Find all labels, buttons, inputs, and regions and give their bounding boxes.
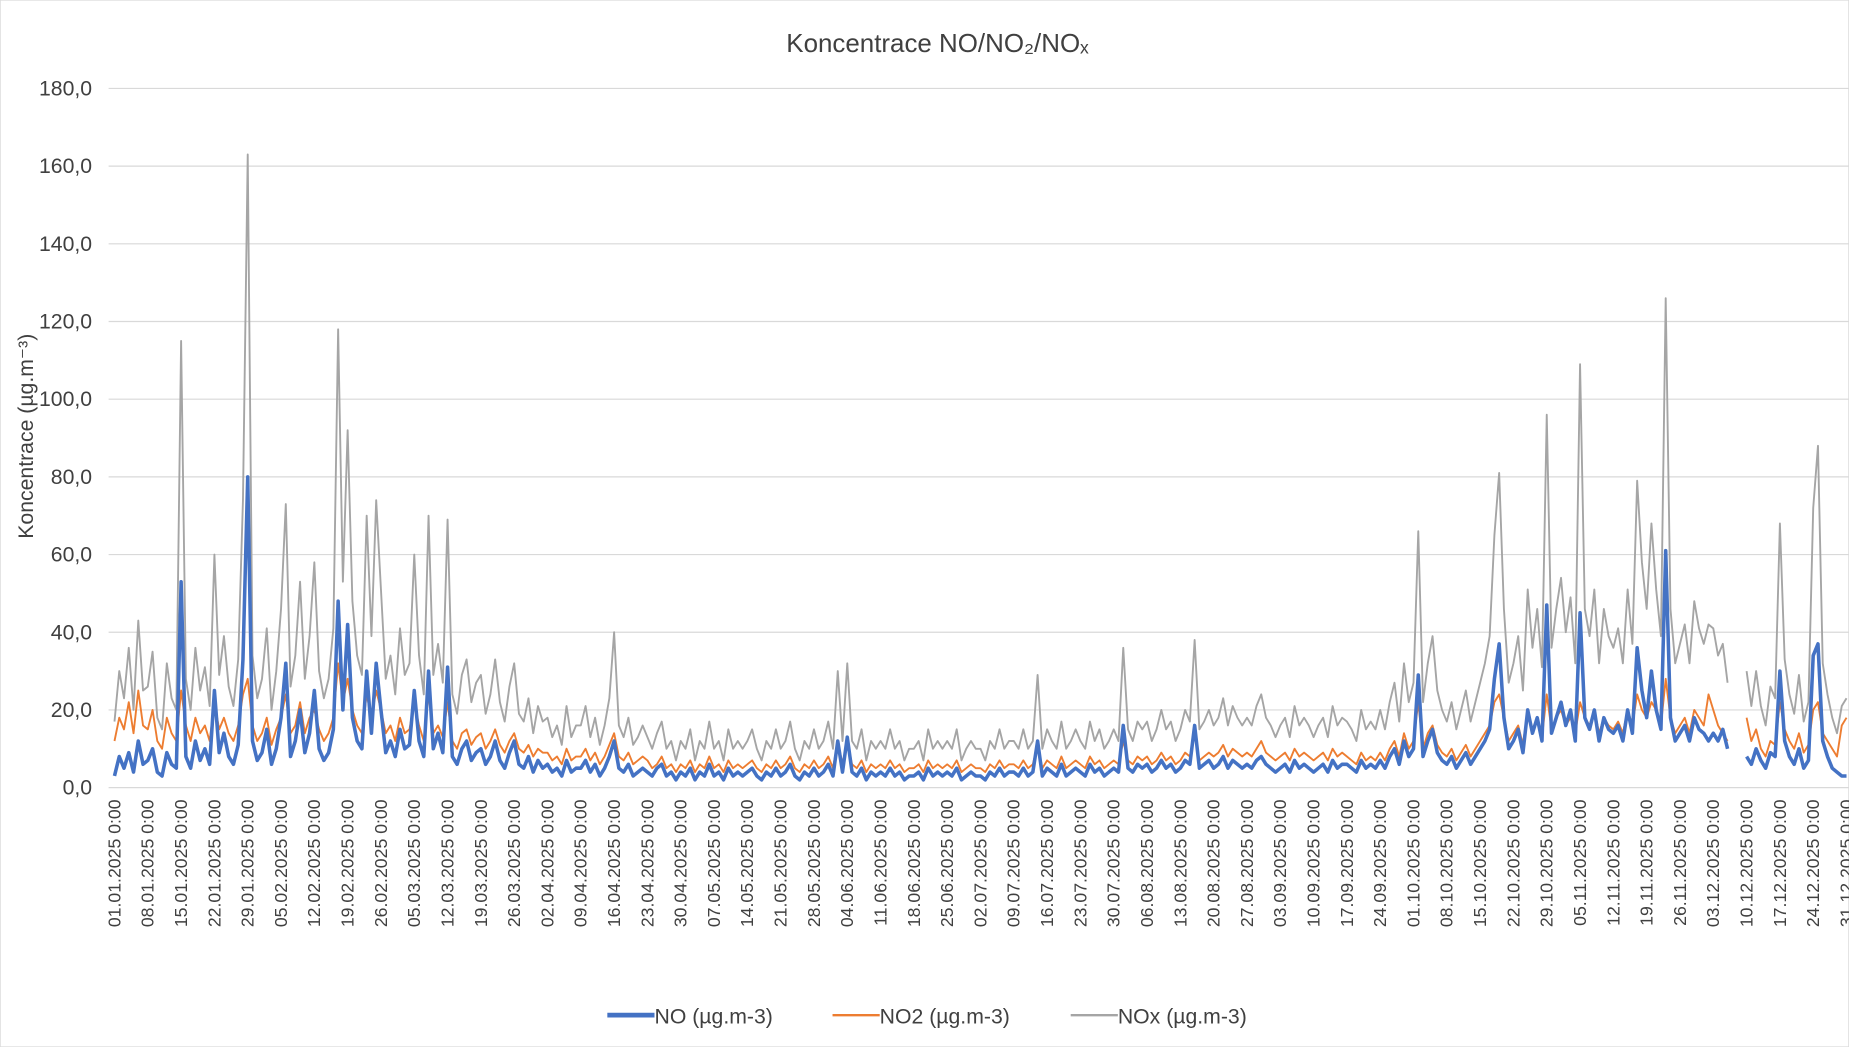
legend-label: NO2 (µg.m-3) bbox=[880, 1005, 1010, 1028]
y-tick-label: 0,0 bbox=[63, 777, 92, 800]
x-tick-label: 02.07.2025 0:00 bbox=[970, 799, 990, 927]
y-tick-label: 100,0 bbox=[39, 388, 92, 411]
x-tick-label: 05.03.2025 0:00 bbox=[404, 799, 424, 927]
chart-title: Koncentrace NO/NO₂/NOₓ bbox=[786, 30, 1089, 58]
x-tick-label: 01.01.2025 0:00 bbox=[104, 799, 124, 927]
x-tick-label: 22.10.2025 0:00 bbox=[1503, 799, 1523, 927]
x-tick-label: 29.10.2025 0:00 bbox=[1537, 799, 1557, 927]
x-tick-label: 05.02.2025 0:00 bbox=[271, 799, 291, 927]
series-line bbox=[113, 153, 1848, 762]
y-axis-label: Koncentrace (µg.m⁻³) bbox=[15, 334, 38, 539]
x-tick-label: 24.12.2025 0:00 bbox=[1803, 799, 1823, 927]
x-tick-label: 15.01.2025 0:00 bbox=[171, 799, 191, 927]
x-tick-label: 12.11.2025 0:00 bbox=[1603, 799, 1623, 926]
x-tick-label: 22.01.2025 0:00 bbox=[204, 799, 224, 927]
legend-label: NO (µg.m-3) bbox=[654, 1005, 772, 1028]
x-tick-label: 10.12.2025 0:00 bbox=[1736, 799, 1756, 927]
x-tick-label: 27.08.2025 0:00 bbox=[1237, 799, 1257, 927]
x-tick-label: 09.07.2025 0:00 bbox=[1004, 799, 1024, 927]
x-tick-label: 17.12.2025 0:00 bbox=[1770, 799, 1790, 927]
x-tick-label: 26.02.2025 0:00 bbox=[371, 799, 391, 927]
x-tick-label: 24.09.2025 0:00 bbox=[1370, 799, 1390, 927]
x-tick-label: 20.08.2025 0:00 bbox=[1204, 799, 1224, 927]
x-tick-label: 18.06.2025 0:00 bbox=[904, 799, 924, 927]
x-tick-label: 21.05.2025 0:00 bbox=[771, 799, 791, 927]
x-tick-label: 06.08.2025 0:00 bbox=[1137, 799, 1157, 927]
x-tick-label: 19.11.2025 0:00 bbox=[1637, 799, 1657, 926]
x-tick-label: 13.08.2025 0:00 bbox=[1170, 799, 1190, 927]
y-tick-label: 120,0 bbox=[39, 311, 92, 334]
x-tick-label: 11.06.2025 0:00 bbox=[870, 799, 890, 926]
x-tick-label: 30.04.2025 0:00 bbox=[671, 799, 691, 927]
x-tick-label: 19.02.2025 0:00 bbox=[338, 799, 358, 927]
x-tick-label: 01.10.2025 0:00 bbox=[1403, 799, 1423, 927]
x-tick-label: 03.09.2025 0:00 bbox=[1270, 799, 1290, 927]
y-tick-label: 80,0 bbox=[51, 466, 92, 489]
x-tick-label: 28.05.2025 0:00 bbox=[804, 799, 824, 927]
x-tick-label: 19.03.2025 0:00 bbox=[471, 799, 491, 927]
x-tick-label: 09.04.2025 0:00 bbox=[571, 799, 591, 927]
series-line bbox=[112, 475, 1847, 782]
x-tick-label: 26.11.2025 0:00 bbox=[1670, 799, 1690, 926]
y-tick-label: 20,0 bbox=[51, 699, 92, 722]
y-tick-label: 40,0 bbox=[51, 621, 92, 644]
legend-label: NOx (µg.m-3) bbox=[1118, 1005, 1247, 1028]
x-tick-label: 17.09.2025 0:00 bbox=[1337, 799, 1357, 927]
x-tick-label: 12.02.2025 0:00 bbox=[304, 799, 324, 927]
x-tick-label: 07.05.2025 0:00 bbox=[704, 799, 724, 927]
x-tick-label: 26.03.2025 0:00 bbox=[504, 799, 524, 927]
x-tick-label: 03.12.2025 0:00 bbox=[1703, 799, 1723, 927]
y-tick-label: 140,0 bbox=[39, 233, 92, 256]
x-tick-label: 29.01.2025 0:00 bbox=[238, 799, 258, 927]
x-tick-label: 10.09.2025 0:00 bbox=[1303, 799, 1323, 927]
x-tick-label: 23.07.2025 0:00 bbox=[1070, 799, 1090, 927]
x-tick-label: 04.06.2025 0:00 bbox=[837, 799, 857, 927]
x-tick-label: 31.12.2025 0:00 bbox=[1836, 799, 1849, 927]
y-tick-label: 60,0 bbox=[51, 544, 92, 567]
x-tick-label: 30.07.2025 0:00 bbox=[1104, 799, 1124, 927]
x-tick-label: 02.04.2025 0:00 bbox=[537, 799, 557, 927]
y-tick-label: 180,0 bbox=[39, 78, 92, 101]
x-tick-label: 15.10.2025 0:00 bbox=[1470, 799, 1490, 927]
y-tick-label: 160,0 bbox=[39, 155, 92, 178]
x-tick-label: 08.01.2025 0:00 bbox=[138, 799, 158, 927]
x-tick-label: 08.10.2025 0:00 bbox=[1437, 799, 1457, 927]
x-tick-label: 25.06.2025 0:00 bbox=[937, 799, 957, 927]
x-tick-label: 23.04.2025 0:00 bbox=[637, 799, 657, 927]
x-tick-label: 05.11.2025 0:00 bbox=[1570, 799, 1590, 926]
x-tick-label: 12.03.2025 0:00 bbox=[437, 799, 457, 927]
x-tick-label: 16.07.2025 0:00 bbox=[1037, 799, 1057, 927]
x-tick-label: 16.04.2025 0:00 bbox=[604, 799, 624, 927]
x-tick-label: 14.05.2025 0:00 bbox=[737, 799, 757, 927]
